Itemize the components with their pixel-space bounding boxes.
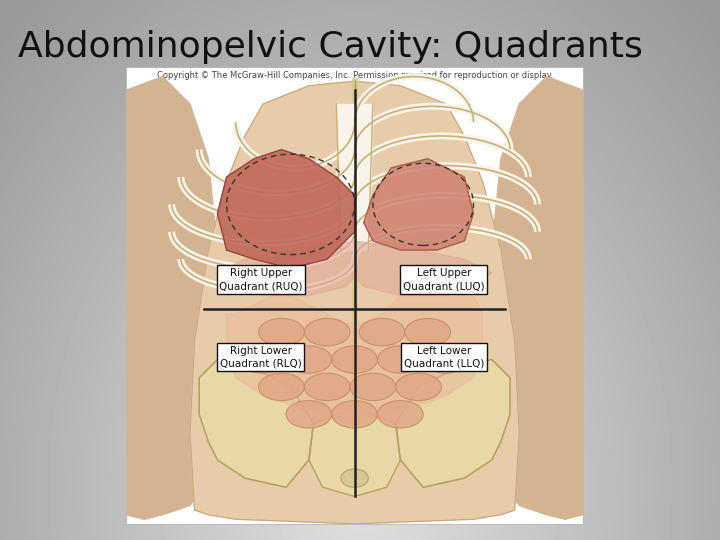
Ellipse shape <box>332 346 377 373</box>
Ellipse shape <box>305 319 350 346</box>
Ellipse shape <box>377 401 423 428</box>
Polygon shape <box>309 410 400 496</box>
Text: (b): (b) <box>134 503 152 516</box>
Text: Copyright © The McGraw-Hill Companies, Inc. Permission required for reproduction: Copyright © The McGraw-Hill Companies, I… <box>156 71 553 80</box>
Ellipse shape <box>286 401 332 428</box>
Text: Left Lower
Quadrant (LLQ): Left Lower Quadrant (LLQ) <box>404 346 484 369</box>
Polygon shape <box>126 77 227 519</box>
Ellipse shape <box>350 373 396 401</box>
Polygon shape <box>396 360 510 487</box>
Ellipse shape <box>305 373 350 401</box>
Text: Right Lower
Quadrant (RLQ): Right Lower Quadrant (RLQ) <box>220 346 302 369</box>
Bar <box>126 68 583 524</box>
Ellipse shape <box>359 319 405 346</box>
Text: Left Upper
Quadrant (LUQ): Left Upper Quadrant (LUQ) <box>403 268 485 291</box>
Ellipse shape <box>341 469 369 487</box>
Polygon shape <box>364 159 474 250</box>
Polygon shape <box>217 150 355 268</box>
Ellipse shape <box>240 346 286 373</box>
Ellipse shape <box>332 401 377 428</box>
Ellipse shape <box>377 346 423 373</box>
Polygon shape <box>199 360 313 487</box>
Polygon shape <box>482 77 583 519</box>
Polygon shape <box>190 81 519 524</box>
Ellipse shape <box>396 373 441 401</box>
Ellipse shape <box>258 319 305 346</box>
Polygon shape <box>227 287 482 423</box>
Ellipse shape <box>286 346 332 373</box>
Polygon shape <box>217 241 492 296</box>
Text: Abdominopelvic Cavity: Quadrants: Abdominopelvic Cavity: Quadrants <box>18 30 643 64</box>
Ellipse shape <box>423 346 469 373</box>
Ellipse shape <box>258 373 305 401</box>
Ellipse shape <box>405 319 451 346</box>
Text: Right Upper
Quadrant (RUQ): Right Upper Quadrant (RUQ) <box>219 268 302 291</box>
